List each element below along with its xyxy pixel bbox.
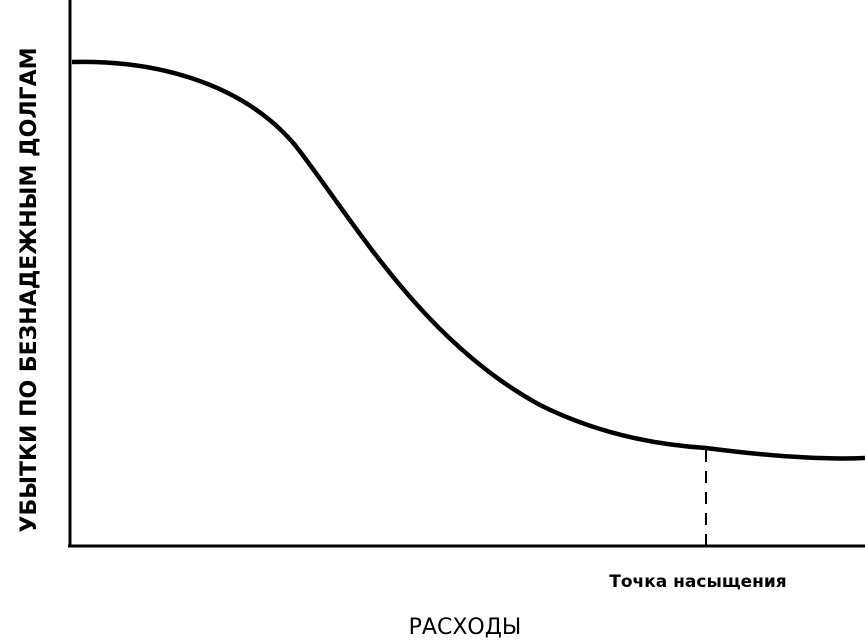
curve <box>71 59 865 461</box>
annotation: Точка насыщения <box>609 572 786 592</box>
y-axis-label: УБЫТКИ ПО БЕЗНАДЕЖНЫМ ДОЛГАМ <box>17 47 42 532</box>
x-axis-label: РАСХОДЫ <box>409 615 522 640</box>
